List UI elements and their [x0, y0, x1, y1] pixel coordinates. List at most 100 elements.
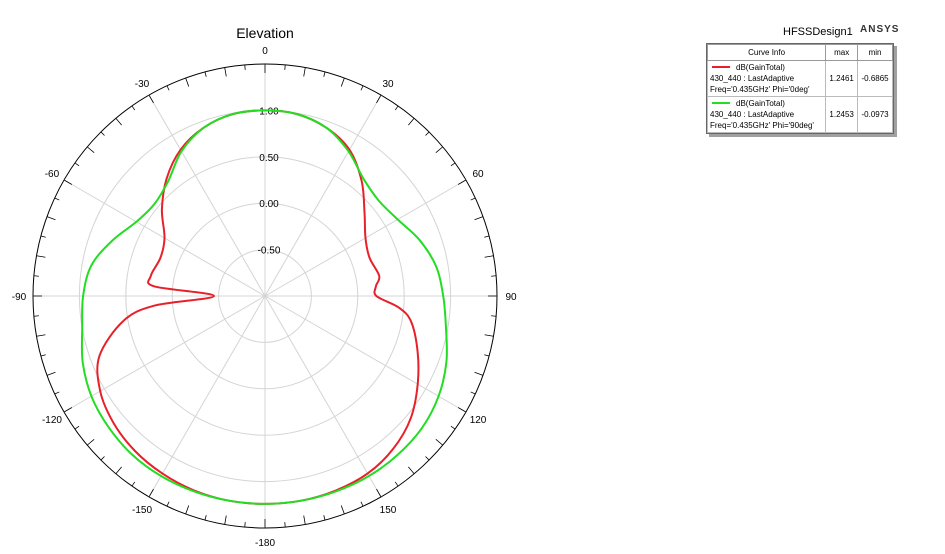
angle-tick-label: 90 — [505, 292, 517, 303]
angle-tick-label: -180 — [255, 538, 275, 549]
tick-mark — [360, 501, 364, 507]
tick-mark — [376, 94, 382, 104]
tick-mark — [204, 515, 207, 521]
tick-mark — [323, 515, 326, 521]
grid-spoke — [148, 94, 266, 297]
angle-tick-label: -60 — [45, 169, 60, 180]
tick-mark — [87, 146, 95, 153]
tick-mark — [408, 466, 415, 474]
tick-mark — [74, 162, 80, 167]
angle-tick-label: 0 — [262, 46, 268, 57]
angle-tick-label: -120 — [42, 415, 62, 426]
tick-mark — [148, 488, 154, 498]
tick-mark — [131, 481, 136, 487]
legend-swatch-green — [712, 101, 730, 104]
grid-spoke — [264, 94, 382, 297]
tick-mark — [115, 466, 122, 474]
tick-mark — [360, 85, 364, 91]
legend-line2: 430_440 : LastAdaptive — [710, 110, 795, 119]
legend-curve-info: dB(GainTotal) 430_440 : LastAdaptive Fre… — [706, 96, 827, 133]
angle-tick-label: 60 — [472, 169, 484, 180]
legend-line1: dB(GainTotal) — [736, 63, 785, 72]
tick-mark — [394, 481, 399, 487]
radial-tick-label: 0.00 — [259, 199, 279, 210]
radial-tick-label: 0.50 — [259, 153, 279, 164]
tick-mark — [63, 179, 73, 185]
tick-mark — [40, 235, 46, 238]
legend-min: -0.0973 — [857, 96, 893, 133]
tick-mark — [474, 371, 484, 376]
tick-mark — [87, 439, 95, 446]
tick-mark — [457, 407, 467, 413]
tick-mark — [185, 77, 190, 87]
tick-mark — [54, 197, 60, 201]
radial-labels: -0.50 0.00 0.50 1.00 — [258, 106, 281, 256]
angle-tick-label: -150 — [132, 505, 152, 516]
tick-mark — [204, 71, 207, 77]
legend-line1: dB(GainTotal) — [736, 99, 785, 108]
tick-mark — [166, 501, 170, 507]
tick-marks — [33, 64, 497, 528]
tick-mark — [74, 425, 80, 430]
angle-tick-label: 120 — [470, 415, 487, 426]
legend-header-min: min — [857, 44, 893, 61]
angle-tick-label: 150 — [380, 505, 397, 516]
tick-mark — [303, 515, 306, 525]
tick-mark — [457, 179, 467, 185]
angle-labels: 0 30 60 90 120 150 -180 -150 -120 -90 -60 -30 — [12, 46, 517, 549]
chart-title: Elevation — [236, 25, 294, 41]
tick-mark — [131, 105, 136, 111]
grid-spoke — [63, 295, 266, 413]
tick-mark — [46, 216, 56, 221]
tick-mark — [323, 71, 326, 77]
tick-mark — [63, 407, 73, 413]
tick-mark — [408, 118, 415, 126]
curves — [80, 109, 448, 505]
legend-row: dB(GainTotal) 430_440 : LastAdaptive Fre… — [706, 60, 893, 97]
angle-tick-label: -90 — [12, 292, 27, 303]
legend-curve-info: dB(GainTotal) 430_440 : LastAdaptive Fre… — [706, 60, 827, 97]
tick-mark — [435, 439, 443, 446]
tick-mark — [36, 334, 46, 337]
tick-mark — [435, 146, 443, 153]
angle-tick-label: -30 — [135, 79, 150, 90]
tick-mark — [484, 235, 490, 238]
brand-logo: ANSYS — [860, 24, 900, 35]
legend-swatch-red — [712, 65, 730, 68]
tick-mark — [340, 77, 345, 87]
tick-mark — [376, 488, 382, 498]
tick-mark — [224, 67, 227, 77]
tick-mark — [166, 85, 170, 91]
angle-tick-label: 30 — [382, 79, 394, 90]
legend-header-curve-info: Curve Info — [706, 44, 827, 61]
tick-mark — [394, 105, 399, 111]
tick-mark — [40, 354, 46, 357]
legend-header-max: max — [825, 44, 859, 61]
legend-min: -0.6865 — [857, 60, 893, 97]
tick-mark — [303, 67, 306, 77]
tick-mark — [100, 456, 105, 461]
tick-mark — [484, 255, 494, 258]
tick-mark — [484, 334, 494, 337]
radial-tick-label: -0.50 — [258, 246, 281, 257]
tick-mark — [470, 391, 476, 395]
polar-grid — [32, 63, 498, 529]
tick-mark — [54, 391, 60, 395]
tick-mark — [224, 515, 227, 525]
tick-mark — [115, 118, 122, 126]
legend-line3: Freq='0.435GHz' Phi='90deg' — [710, 121, 814, 130]
tick-mark — [185, 505, 190, 515]
grid-spoke — [264, 295, 467, 413]
radial-tick-label: 1.00 — [259, 106, 279, 117]
legend-max: 1.2461 — [825, 60, 859, 97]
tick-mark — [425, 456, 430, 461]
legend-line2: 430_440 : LastAdaptive — [710, 74, 795, 83]
tick-mark — [100, 131, 105, 136]
legend-max: 1.2453 — [825, 96, 859, 133]
design-name: HFSSDesign1 — [783, 26, 853, 38]
series-curve-1 — [96, 109, 420, 505]
grid-spoke — [148, 295, 266, 498]
legend-line3: Freq='0.435GHz' Phi='0deg' — [710, 85, 810, 94]
grid-spoke — [264, 295, 382, 498]
